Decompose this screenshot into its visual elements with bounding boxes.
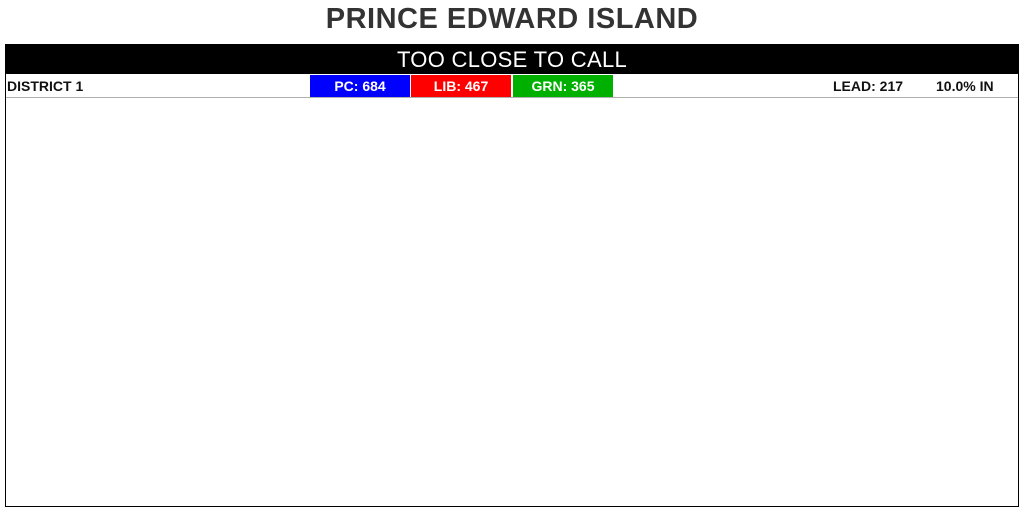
lead-margin: LEAD: 217 [833, 78, 904, 94]
district-name: DISTRICT 1 [7, 78, 84, 94]
status-banner: TOO CLOSE TO CALL [6, 45, 1018, 74]
lib-result-badge: LIB: 467 [411, 75, 511, 97]
results-panel: TOO CLOSE TO CALL DISTRICT 1 PC: 684 LIB… [5, 44, 1019, 507]
pc-result-badge: PC: 684 [310, 75, 410, 97]
district-row: DISTRICT 1 PC: 684 LIB: 467 GRN: 365 LEA… [6, 74, 1018, 98]
page-title: PRINCE EDWARD ISLAND [325, 3, 699, 35]
grn-result-badge: GRN: 365 [513, 75, 613, 97]
percent-reporting: 10.0% IN [936, 78, 994, 94]
